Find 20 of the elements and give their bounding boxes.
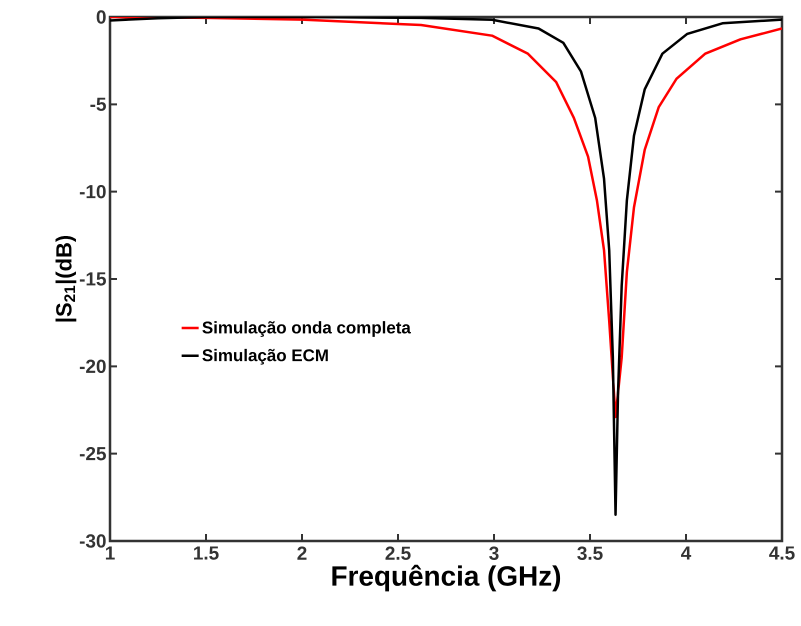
x-tick-label: 1.5 [194,546,219,560]
x-axis-title: Frequência (GHz) [332,564,560,592]
x-tick-label: 3 [489,546,499,560]
y-tick-label: 0 [96,10,106,24]
x-tick-label: 1 [106,546,115,560]
x-tick-label: 4 [681,546,692,560]
x-tick-label: 3.5 [577,546,603,560]
legend-label: Simulação onda completa [202,321,411,337]
x-tick-label: 2.5 [386,546,411,560]
y-axis-title: |S$_{21}$|(dB) [56,236,76,322]
y-tick-label: -20 [80,360,106,374]
line-series [110,16,782,516]
x-tick-label: 2 [297,546,307,560]
y-tick-label: -30 [80,534,106,548]
y-tick-label: -5 [90,98,106,111]
x-tick-label: 4.5 [769,546,795,560]
y-tick-label: -10 [80,184,106,198]
y-tick-label: -15 [80,272,106,286]
y-tick-label: -25 [80,446,106,460]
legend-label: Simulação ECM [202,348,328,365]
